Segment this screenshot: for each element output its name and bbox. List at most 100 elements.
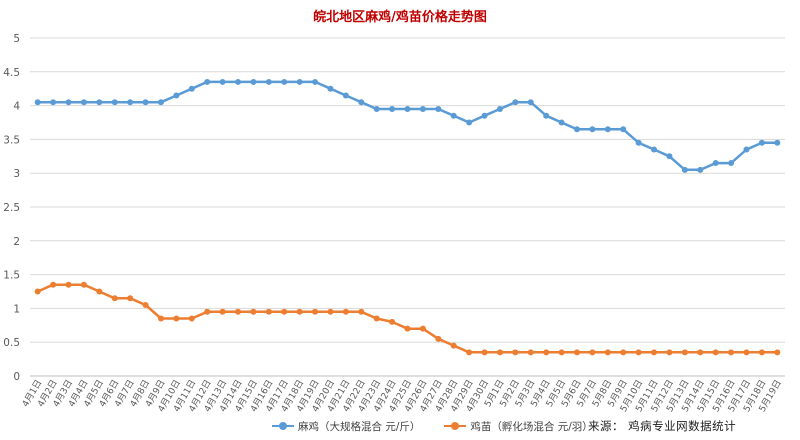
data-point-series-1 bbox=[157, 99, 164, 106]
data-point-series-1 bbox=[481, 112, 488, 119]
data-point-series-2 bbox=[127, 295, 134, 302]
data-point-series-2 bbox=[80, 281, 87, 288]
y-tick-label: 1.5 bbox=[3, 270, 20, 282]
data-point-series-1 bbox=[204, 78, 211, 85]
data-point-series-2 bbox=[250, 308, 257, 315]
data-point-series-1 bbox=[589, 126, 596, 133]
data-point-series-2 bbox=[558, 349, 565, 356]
data-point-series-1 bbox=[142, 99, 149, 106]
legend-item-series-2: 鸡苗（孵化场混合 元/羽） bbox=[444, 419, 593, 434]
source-note: 来源： 鸡病专业网数据统计 bbox=[588, 419, 737, 433]
data-point-series-1 bbox=[419, 105, 426, 112]
data-point-series-2 bbox=[758, 349, 765, 356]
data-point-series-2 bbox=[50, 281, 57, 288]
y-tick-label: 1 bbox=[13, 303, 20, 315]
data-point-series-1 bbox=[96, 99, 103, 106]
y-tick-label: 4.5 bbox=[3, 67, 20, 79]
y-tick-label: 5 bbox=[13, 33, 20, 45]
data-point-series-1 bbox=[389, 105, 396, 112]
data-point-series-2 bbox=[604, 349, 611, 356]
data-point-series-1 bbox=[296, 78, 303, 85]
data-point-series-1 bbox=[265, 78, 272, 85]
data-point-series-1 bbox=[774, 139, 781, 146]
data-point-series-1 bbox=[219, 78, 226, 85]
data-point-series-2 bbox=[481, 349, 488, 356]
data-point-series-1 bbox=[681, 166, 688, 173]
data-point-series-1 bbox=[635, 139, 642, 146]
data-point-series-2 bbox=[666, 349, 673, 356]
y-tick-label: 2.5 bbox=[3, 202, 20, 214]
data-point-series-1 bbox=[666, 153, 673, 160]
data-point-series-1 bbox=[466, 119, 473, 126]
data-point-series-2 bbox=[373, 315, 380, 322]
legend: 麻鸡（大规格混合 元/斤） 鸡苗（孵化场混合 元/羽） bbox=[272, 418, 617, 434]
data-point-series-2 bbox=[573, 349, 580, 356]
data-point-series-1 bbox=[651, 146, 658, 153]
data-point-series-1 bbox=[404, 105, 411, 112]
data-point-series-2 bbox=[389, 318, 396, 325]
data-point-series-1 bbox=[65, 99, 72, 106]
data-point-series-1 bbox=[34, 99, 41, 106]
legend-item-series-1: 麻鸡（大规格混合 元/斤） bbox=[272, 419, 420, 434]
data-point-series-2 bbox=[111, 295, 118, 302]
data-point-series-2 bbox=[204, 308, 211, 315]
data-point-series-1 bbox=[620, 126, 627, 133]
data-point-series-1 bbox=[527, 99, 534, 106]
data-point-series-2 bbox=[219, 308, 226, 315]
data-point-series-1 bbox=[512, 99, 519, 106]
data-point-series-2 bbox=[312, 308, 319, 315]
data-point-series-1 bbox=[558, 119, 565, 126]
data-point-series-2 bbox=[651, 349, 658, 356]
data-point-series-2 bbox=[188, 315, 195, 322]
y-tick-label: 3 bbox=[13, 168, 20, 180]
data-point-series-2 bbox=[620, 349, 627, 356]
data-point-series-2 bbox=[358, 308, 365, 315]
data-point-series-1 bbox=[728, 160, 735, 167]
data-point-series-1 bbox=[712, 160, 719, 167]
data-point-series-2 bbox=[712, 349, 719, 356]
data-point-series-2 bbox=[342, 308, 349, 315]
y-tick-label: 3.5 bbox=[3, 134, 20, 146]
data-point-series-1 bbox=[173, 92, 180, 99]
data-point-series-2 bbox=[450, 342, 457, 349]
data-point-series-2 bbox=[728, 349, 735, 356]
data-point-series-2 bbox=[265, 308, 272, 315]
data-point-series-2 bbox=[157, 315, 164, 322]
data-point-series-1 bbox=[373, 105, 380, 112]
data-point-series-2 bbox=[235, 308, 242, 315]
data-point-series-2 bbox=[681, 349, 688, 356]
data-point-series-2 bbox=[327, 308, 334, 315]
data-point-series-1 bbox=[327, 85, 334, 92]
data-point-series-2 bbox=[96, 288, 103, 295]
data-point-series-1 bbox=[358, 99, 365, 106]
data-point-series-2 bbox=[419, 325, 426, 332]
data-point-series-2 bbox=[466, 349, 473, 356]
data-point-series-1 bbox=[342, 92, 349, 99]
data-point-series-1 bbox=[111, 99, 118, 106]
data-point-series-1 bbox=[80, 99, 87, 106]
data-point-series-2 bbox=[142, 302, 149, 309]
y-tick-label: 4 bbox=[13, 101, 20, 113]
data-point-series-2 bbox=[774, 349, 781, 356]
data-point-series-1 bbox=[235, 78, 242, 85]
data-point-series-1 bbox=[188, 85, 195, 92]
data-point-series-1 bbox=[50, 99, 57, 106]
legend-marker-series-2 bbox=[444, 421, 467, 431]
chart-title: 皖北地区麻鸡/鸡苗价格走势图 bbox=[313, 10, 487, 25]
legend-marker-series-1 bbox=[272, 421, 294, 431]
data-point-series-2 bbox=[543, 349, 550, 356]
data-point-series-1 bbox=[573, 126, 580, 133]
data-point-series-2 bbox=[173, 315, 180, 322]
data-point-series-2 bbox=[743, 349, 750, 356]
series-line-1 bbox=[37, 80, 778, 172]
data-point-series-1 bbox=[604, 126, 611, 133]
data-point-series-1 bbox=[743, 146, 750, 153]
data-point-series-2 bbox=[697, 349, 704, 356]
data-point-series-2 bbox=[296, 308, 303, 315]
data-point-series-2 bbox=[589, 349, 596, 356]
data-point-series-1 bbox=[697, 166, 704, 173]
data-point-series-2 bbox=[404, 325, 411, 332]
data-point-series-1 bbox=[281, 78, 288, 85]
